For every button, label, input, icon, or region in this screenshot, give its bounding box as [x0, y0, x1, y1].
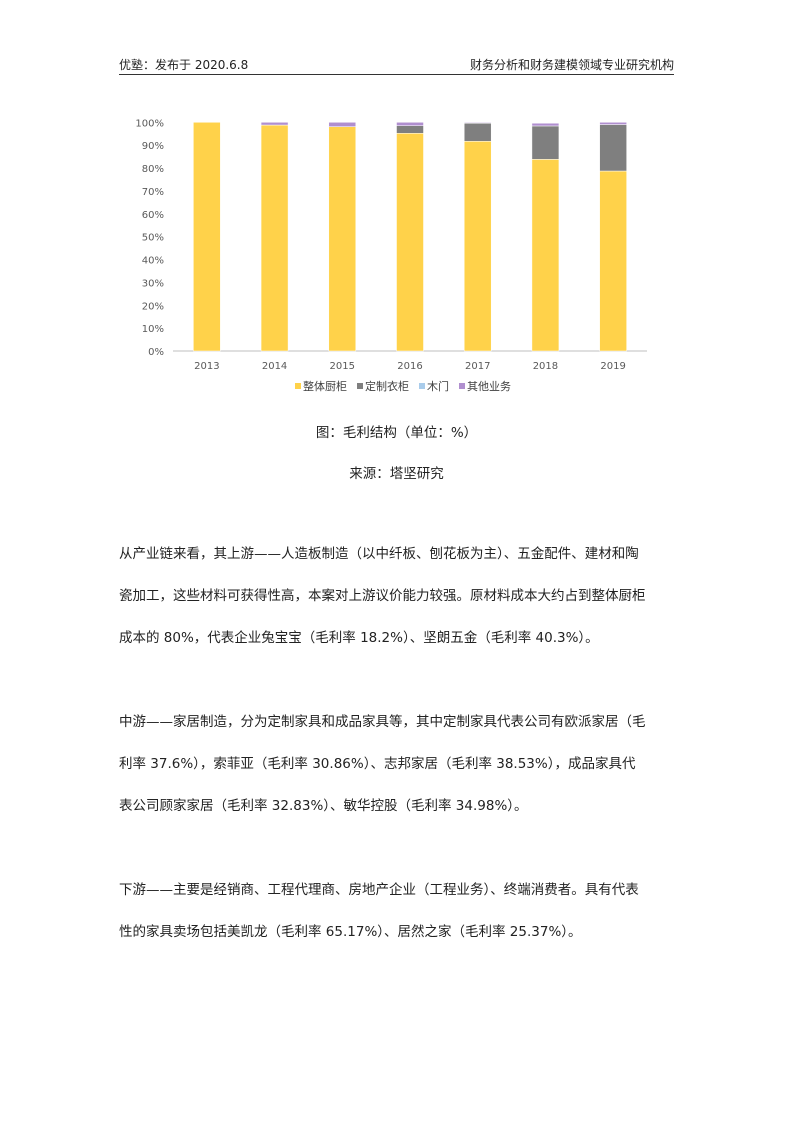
y-tick-label: 0%: [148, 347, 164, 358]
y-tick-label: 90%: [142, 141, 164, 152]
x-tick-label: 2017: [465, 361, 490, 372]
bar-segment: [599, 170, 627, 352]
figure-caption: 图：毛利结构（单位：%）: [315, 425, 478, 441]
y-tick-label: 40%: [142, 256, 164, 267]
body-paragraph: 下游——主要是经销商、工程代理商、房地产企业（工程业务）、终端消费者。具有代表性…: [119, 869, 679, 953]
bar-segment: [328, 126, 357, 352]
legend-swatch: [295, 383, 301, 389]
paragraph-line: 成本的 80%，代表企业兔宝宝（毛利率 18.2%）、坚朗五金（毛利率 40.3…: [119, 630, 599, 646]
x-tick-label: 2015: [330, 361, 355, 372]
paragraph-line: 瓷加工，这些材料可获得性高，本案对上游议价能力较强。原材料成本大约占到整体厨柜: [119, 588, 646, 604]
y-tick-label: 80%: [142, 164, 164, 175]
gross-profit-structure-chart: 0% 10% 20% 30% 40% 50% 60% 70% 80% 90% 100% 2013 201…: [135, 118, 647, 393]
legend-swatch: [357, 383, 363, 389]
x-tick-label: 2016: [397, 361, 422, 372]
legend-swatch: [419, 383, 425, 389]
y-tick-label: 50%: [142, 233, 164, 244]
legend-label: 木门: [427, 379, 449, 393]
bar-segment: [531, 122, 560, 127]
bar-segment: [531, 125, 560, 160]
bar-segment: [463, 122, 492, 142]
header-left: 优塾：发布于 2020.6.8: [119, 58, 249, 72]
y-tick-label: 60%: [142, 210, 164, 221]
bar-segment: [260, 124, 289, 352]
paragraph-line: 中游——家居制造，分为定制家具和成品家具等，其中定制家具代表公司有欧派家居（毛: [119, 714, 646, 730]
legend-label: 定制衣柜: [365, 379, 409, 393]
y-tick-label: 30%: [142, 278, 164, 289]
paragraph-line: 表公司顾家家居（毛利率 32.83%）、敏华控股（毛利率 34.98%）。: [119, 798, 528, 814]
bar-segment: [328, 122, 357, 127]
bar-segment: [531, 159, 560, 352]
body-paragraph: 中游——家居制造，分为定制家具和成品家具等，其中定制家具代表公司有欧派家居（毛利…: [119, 701, 679, 827]
page-header: 优塾：发布于 2020.6.8 财务分析和财务建模领域专业研究机构: [119, 56, 674, 75]
header-right: 财务分析和财务建模领域专业研究机构: [469, 58, 674, 72]
x-tick-label: 2014: [262, 361, 287, 372]
paragraph-line: 性的家具卖场包括美凯龙（毛利率 65.17%）、居然之家（毛利率 25.37%）…: [119, 924, 582, 940]
bar-segment: [396, 133, 424, 352]
bar-segment: [463, 122, 492, 124]
y-tick-label: 100%: [135, 118, 164, 129]
bar-segment: [463, 141, 492, 352]
x-tick-label: 2019: [600, 361, 625, 372]
bar-segment: [599, 124, 627, 172]
figure-source: 来源：塔坚研究: [349, 466, 444, 482]
paragraph-line: 利率 37.6%），索菲亚（毛利率 30.86%）、志邦家居（毛利率 38.53…: [119, 756, 636, 772]
bar-segment: [193, 122, 221, 352]
paragraph-line: 从产业链来看，其上游——人造板制造（以中纤板、刨花板为主）、五金配件、建材和陶: [119, 546, 639, 562]
paragraph-line: 下游——主要是经销商、工程代理商、房地产企业（工程业务）、终端消费者。具有代表: [119, 882, 639, 898]
legend-label: 整体厨柜: [303, 379, 347, 393]
x-tick-label: 2013: [194, 361, 219, 372]
x-tick-label: 2018: [533, 361, 558, 372]
body-paragraph: 从产业链来看，其上游——人造板制造（以中纤板、刨花板为主）、五金配件、建材和陶瓷…: [119, 533, 679, 659]
bar-segment: [599, 122, 627, 125]
y-tick-label: 10%: [142, 324, 164, 335]
legend-swatch: [459, 383, 465, 389]
bar-segment: [260, 122, 289, 126]
bar-segment: [396, 125, 424, 134]
legend-label: 其他业务: [467, 380, 511, 393]
bar-segment: [396, 122, 424, 126]
y-tick-label: 70%: [142, 187, 164, 198]
y-tick-label: 20%: [142, 301, 164, 312]
